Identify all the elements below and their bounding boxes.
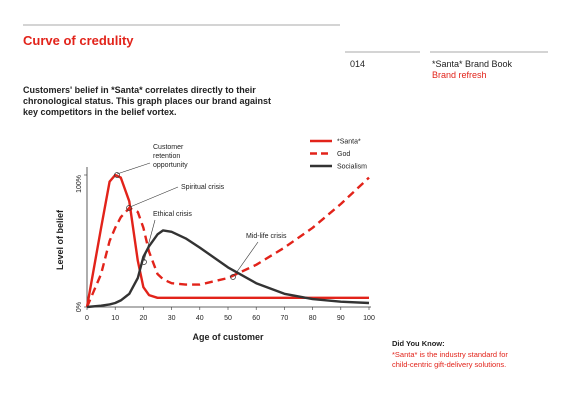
x-tick-label: 40 [196,315,204,322]
annotation: opportunity [153,162,188,169]
book-title: *Santa* Brand Book [432,59,513,69]
x-tick-label: 100 [363,315,375,322]
section: Brand refresh [432,70,487,80]
x-tick-label: 60 [252,315,260,322]
x-tick-label: 70 [281,315,289,322]
y-axis-label: Level of belief [55,209,65,270]
annotation: Spiritual crisis [181,184,225,191]
x-tick-label: 0 [85,315,89,322]
page-number: 014 [350,59,365,69]
series-line [85,173,369,308]
annotation: retention [153,153,180,160]
sidebar-line: child-centric gift-delivery solutions. [392,360,506,369]
x-tick-label: 80 [309,315,317,322]
x-tick-label: 20 [140,315,148,322]
annotation-point [141,259,147,265]
chart: 0 10 20 30 40 50 60 70 80 90 100 0% 100% *Santa* God So… [76,139,375,323]
leader-line [129,186,179,208]
leader-line [233,241,259,277]
annotation-point [126,205,132,211]
legend-label: God [337,151,350,158]
intro-line: Customers' belief in *Santa* correlates … [23,85,256,95]
annotation: Mid-life crisis [246,233,287,240]
annotation-point [230,274,236,280]
y-tick-label: 0% [76,302,83,312]
annotation: Customer [153,144,184,151]
legend-label: *Santa* [337,139,361,146]
x-tick-label: 10 [111,315,119,322]
x-tick-label: 90 [337,315,345,322]
y-tick-label: 100% [76,175,83,193]
sidebar-line: *Santa* is the industry standard for [392,350,508,359]
leader-line [116,162,151,175]
intro-line: chronological status. This graph places … [23,96,271,106]
series-line [85,176,370,308]
x-axis-label: Age of customer [192,332,264,342]
intro-line: key competitors in the belief vortex. [23,107,177,117]
title: Curve of credulity [23,33,134,48]
series-line [86,229,370,309]
sidebar-heading: Did You Know: [392,339,445,348]
legend-label: Socialism [337,164,367,171]
annotation-point [114,172,120,178]
x-tick-label: 30 [168,315,176,322]
annotation: Ethical crisis [153,211,192,218]
x-tick-label: 50 [224,315,232,322]
